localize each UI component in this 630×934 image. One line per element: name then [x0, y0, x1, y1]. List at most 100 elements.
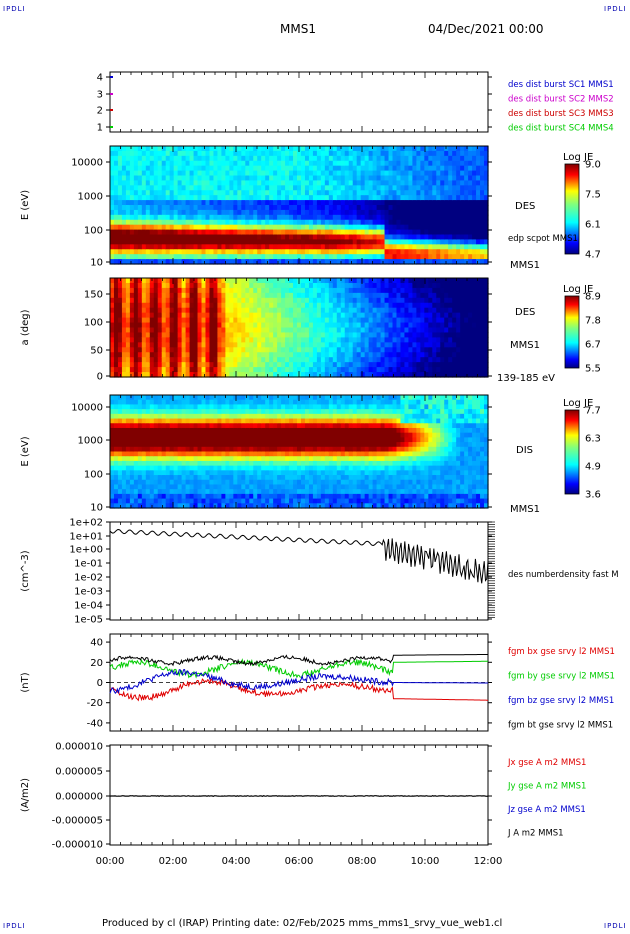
des-pitch-cell [229, 312, 234, 319]
des-pitch-cell [432, 287, 437, 294]
des-energy-cell [328, 195, 334, 201]
des-energy-cell [448, 229, 453, 236]
des-pitch-cell [185, 352, 191, 358]
des-pitch-cell [233, 282, 238, 289]
des-energy-cell [277, 224, 282, 231]
des-pitch-cell [380, 357, 386, 363]
des-pitch-cell [336, 367, 342, 373]
des-pitch-cell [468, 362, 473, 368]
des-energy-cell [340, 244, 346, 250]
des-pitch-cell [452, 307, 457, 314]
des-pitch-cell [201, 372, 207, 378]
des-energy-cell [336, 200, 342, 206]
dis-energy-cell [157, 479, 163, 486]
des-energy-cell [189, 170, 195, 177]
des-energy-cell [352, 205, 358, 211]
des-pitch-cell [328, 337, 334, 343]
des-energy-cell [480, 239, 485, 245]
des-energy-cell [456, 150, 461, 157]
des-energy-cell [376, 205, 382, 211]
des-energy-cell [249, 249, 254, 255]
des-energy-cell [348, 146, 354, 152]
des-pitch-cell [460, 312, 465, 319]
des-pitch-cell [392, 297, 398, 304]
des-energy-cell [205, 150, 211, 157]
des-pitch-cell [352, 317, 358, 324]
des-energy-cell [121, 205, 127, 211]
des-energy-cell [277, 219, 282, 226]
des-energy-cell [308, 239, 314, 245]
des-energy-cell [173, 170, 179, 177]
des-pitch-cell [364, 332, 370, 338]
des-pitch-cell [452, 282, 457, 289]
des-energy-cell [484, 175, 489, 182]
dis-energy-cell [141, 489, 147, 495]
des-energy-cell [225, 195, 230, 201]
des-pitch-cell [340, 332, 346, 338]
des-energy-cell [468, 160, 473, 167]
des-pitch-cell [213, 367, 219, 373]
des-pitch-cell [129, 332, 135, 338]
des-pitch-cell [336, 342, 342, 348]
des-pitch-cell [213, 352, 219, 358]
des-energy-cell [476, 146, 481, 152]
des-pitch-cell [420, 332, 425, 338]
des-energy-cell [193, 249, 199, 255]
des-energy-cell [189, 165, 195, 172]
des-pitch-cell [384, 297, 390, 304]
des-pitch-cell [392, 357, 398, 363]
des-pitch-cell [261, 312, 266, 319]
des-energy-cell [121, 259, 127, 265]
des-pitch-cell [185, 337, 191, 343]
des-energy-cell [364, 155, 370, 162]
des-energy-cell [356, 175, 362, 182]
des-pitch-cell [209, 327, 215, 334]
des-energy-cell [484, 244, 489, 250]
des-energy-cell [336, 219, 342, 226]
des-pitch-cell [253, 337, 258, 343]
des-energy-cell [189, 200, 195, 206]
dis-energy-cell [181, 395, 187, 401]
des-pitch-cell [173, 278, 179, 284]
des-energy-cell [173, 200, 179, 206]
des-energy-cell [189, 150, 195, 157]
des-energy-cell [117, 234, 123, 241]
des-pitch-cell [269, 307, 274, 314]
des-energy-cell [241, 254, 246, 260]
dis-energy-cell [125, 498, 131, 504]
des-energy-cell [121, 180, 127, 186]
des-energy-cell [153, 214, 159, 221]
des-pitch-cell [364, 357, 370, 363]
des-energy-cell [320, 239, 326, 245]
des-pitch-cell [241, 352, 246, 358]
des-energy-cell [336, 254, 342, 260]
des-pitch-cell [480, 302, 485, 309]
des-energy-cell [388, 155, 394, 162]
des-energy-cell [396, 180, 402, 186]
des-energy-cell [257, 165, 262, 172]
des-pitch-cell [460, 317, 465, 324]
des-pitch-cell [137, 362, 143, 368]
des-energy-cell [444, 214, 449, 221]
des-pitch-cell [456, 302, 461, 309]
des-energy-cell [440, 214, 445, 221]
des-energy-cell [201, 165, 207, 172]
des-pitch-cell [297, 302, 302, 309]
des-pitch-cell [181, 342, 187, 348]
des-pitch-cell [348, 332, 354, 338]
des-pitch-cell [356, 297, 362, 304]
des-energy-cell [289, 205, 294, 211]
des-pitch-cell [193, 317, 199, 324]
des-pitch-cell [300, 292, 306, 299]
des-energy-cell [420, 190, 425, 196]
dis-energy-cell [165, 479, 171, 486]
des-pitch-cell [265, 362, 270, 368]
des-pitch-cell [129, 342, 135, 348]
des-pitch-cell [201, 322, 207, 329]
des-pitch-cell [201, 347, 207, 353]
des-energy-cell [416, 155, 421, 162]
dis-energy-cell [145, 479, 151, 486]
des-energy-cell [396, 146, 402, 152]
des-energy-cell [113, 185, 119, 191]
des-pitch-cell [460, 307, 465, 314]
